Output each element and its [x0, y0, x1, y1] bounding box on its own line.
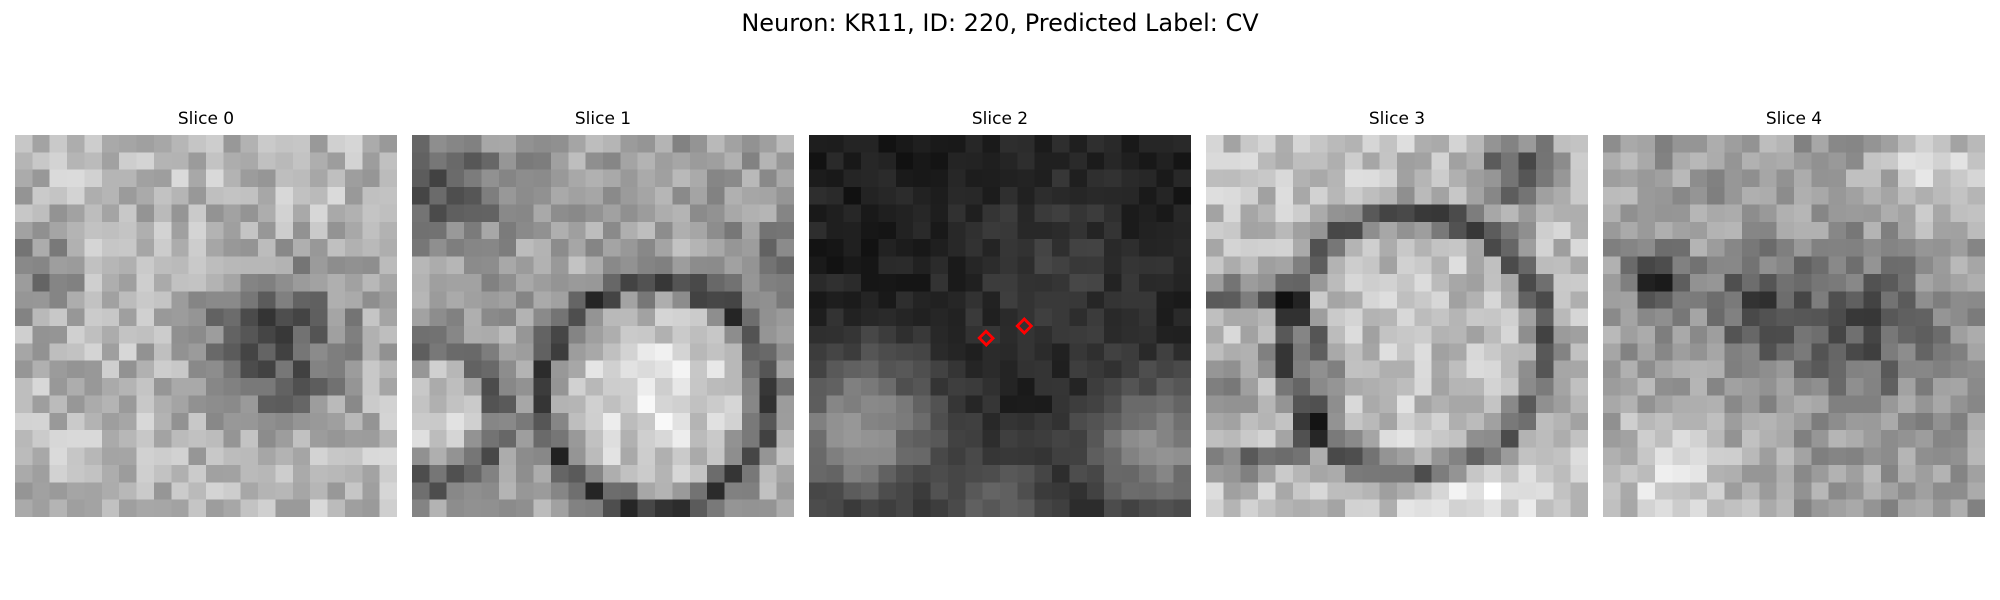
slice-3-pixels — [1206, 135, 1588, 517]
slice-panel-4: Slice 4 — [1603, 108, 1985, 518]
marker-diamond-0 — [977, 329, 995, 347]
slice-image-0 — [15, 135, 397, 517]
slice-image-2 — [809, 135, 1191, 517]
slice-title-3: Slice 3 — [1368, 109, 1426, 129]
slice-panel-2: Slice 2 — [809, 108, 1191, 518]
figure-title: Neuron: KR11, ID: 220, Predicted Label: … — [741, 9, 1259, 37]
slice-1-pixels — [412, 135, 794, 517]
slice-panel-0: Slice 0 — [15, 108, 397, 518]
slice-title-1: Slice 1 — [574, 109, 632, 129]
slice-title-4: Slice 4 — [1765, 109, 1823, 129]
marker-diamond-1 — [1015, 317, 1034, 335]
slice-image-1 — [412, 135, 794, 517]
slice-2-pixels — [809, 135, 1191, 517]
slice-panel-3: Slice 3 — [1206, 108, 1588, 518]
slice-0-pixels — [15, 135, 397, 517]
slice-panel-1: Slice 1 — [412, 108, 794, 518]
slice-4-pixels — [1603, 135, 1985, 517]
slice-title-2: Slice 2 — [971, 109, 1029, 129]
slice-title-0: Slice 0 — [177, 109, 235, 129]
slice-image-4 — [1603, 135, 1985, 517]
slice-image-3 — [1206, 135, 1588, 517]
